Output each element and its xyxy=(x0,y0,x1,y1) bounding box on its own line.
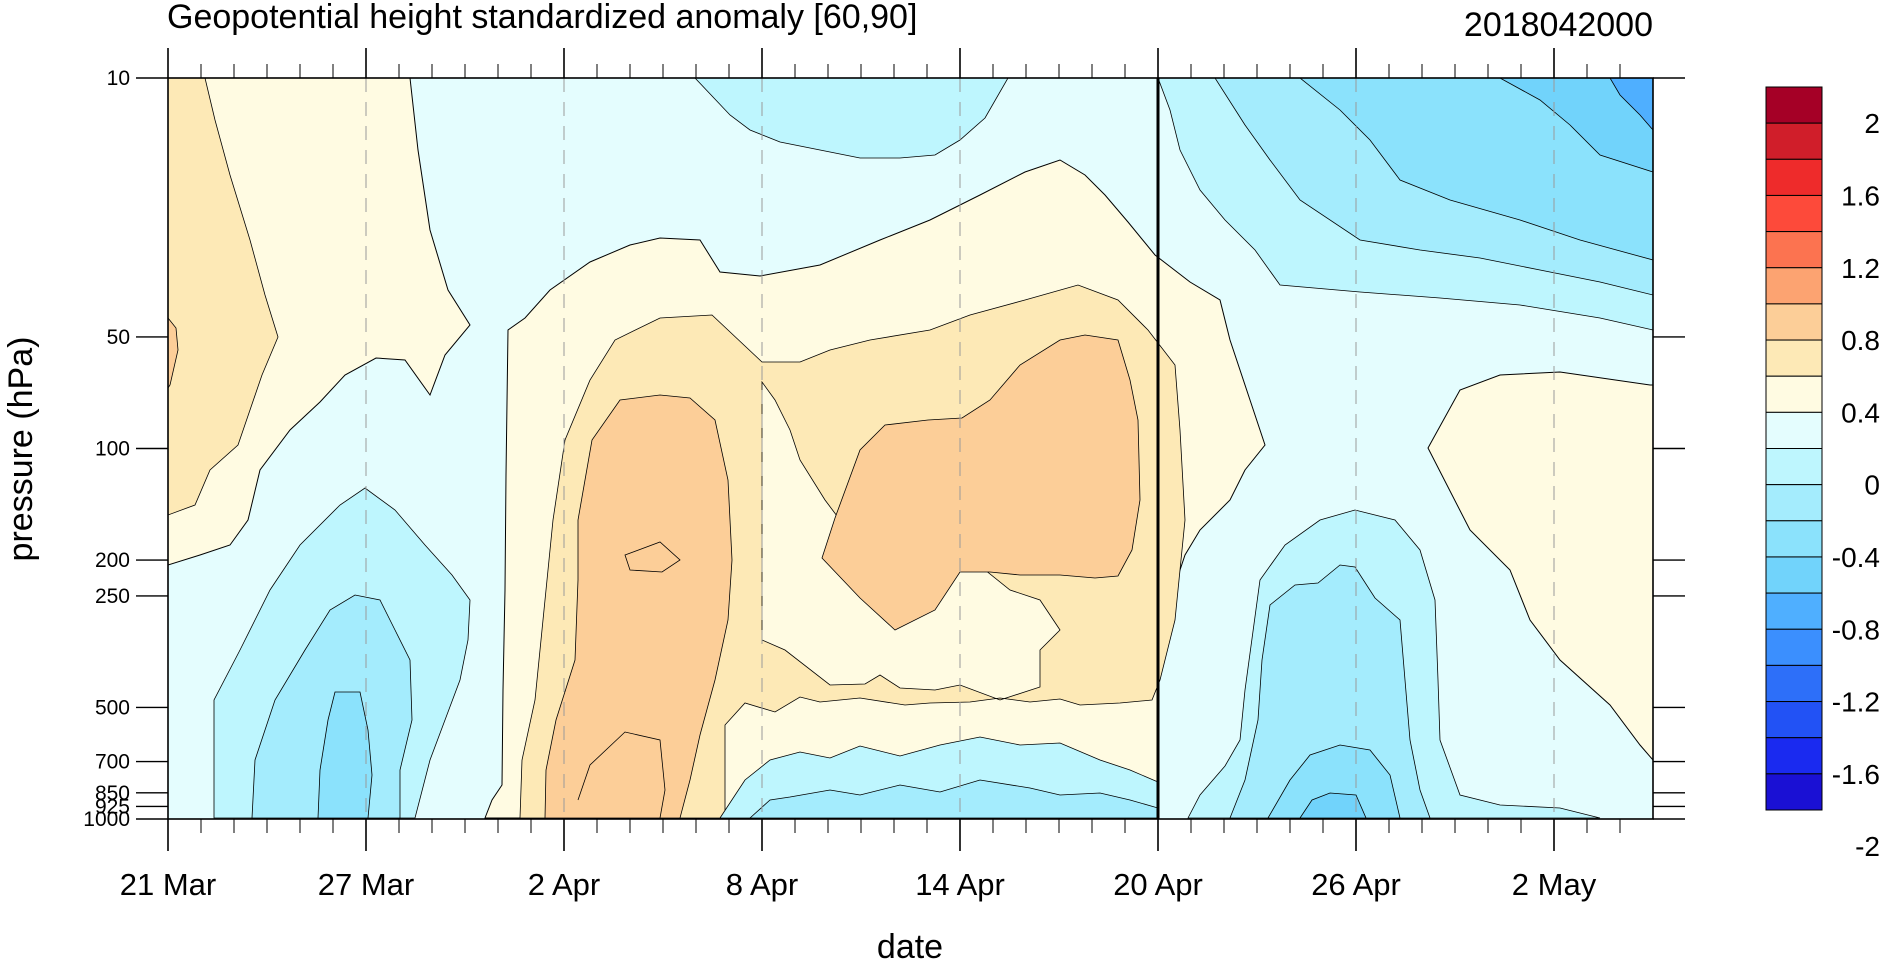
y-tick-label: 1000 xyxy=(83,808,130,831)
contour-region xyxy=(317,691,373,819)
colorbar-swatch xyxy=(1765,628,1823,666)
x-tick-label: 26 Apr xyxy=(1311,867,1401,902)
colorbar-swatch xyxy=(1765,375,1823,413)
colorbar-swatch xyxy=(1765,303,1823,341)
x-axis-ticks xyxy=(167,48,1621,851)
colorbar-label: -2 xyxy=(1855,831,1880,862)
colorbar-swatch xyxy=(1765,194,1823,233)
colorbar-label: 1.6 xyxy=(1841,180,1880,211)
x-tick-label: 8 Apr xyxy=(726,867,798,902)
y-tick-label: 50 xyxy=(107,326,130,349)
colorbar-label: 1.2 xyxy=(1841,253,1880,284)
colorbar-swatch xyxy=(1765,86,1823,124)
chart-subtitle: 2018042000 xyxy=(1464,6,1653,44)
colorbar-swatch xyxy=(1765,520,1823,558)
y-tick-label: 925 xyxy=(95,795,130,818)
colorbar-swatch xyxy=(1765,484,1823,522)
contour-region xyxy=(1267,744,1401,819)
colorbar-swatch xyxy=(1765,664,1823,703)
colorbar-swatch xyxy=(1765,158,1823,196)
contour-line xyxy=(624,541,681,573)
contour-region xyxy=(1609,78,1653,131)
y-tick-label: 200 xyxy=(95,549,130,572)
y-tick-label: 10 xyxy=(107,67,130,90)
y-tick-label: 500 xyxy=(95,696,130,719)
x-tick-label: 2 Apr xyxy=(528,867,600,902)
contour-region xyxy=(1299,792,1367,819)
colorbar-swatch xyxy=(1765,556,1823,594)
colorbar-swatch xyxy=(1765,339,1823,377)
colorbar-label: 0.4 xyxy=(1841,397,1880,428)
contour-region xyxy=(1229,564,1431,819)
colorbar-swatch xyxy=(1765,122,1823,160)
colorbar-label: 0 xyxy=(1864,470,1880,501)
x-tick-label: 27 Mar xyxy=(318,867,414,902)
y-tick-label: 100 xyxy=(95,438,130,461)
y-tick-label: 250 xyxy=(95,585,130,608)
colorbar-swatch xyxy=(1765,267,1823,305)
y-axis-ticks xyxy=(136,77,1685,820)
colorbar-swatch xyxy=(1765,411,1823,450)
colorbar: 2 1.6 1.2 0.8 0.4 0 -0.4 -0.8 -1.2 -1.6 -2 xyxy=(1765,86,1880,862)
chart-title: Geopotential height standardized anomaly… xyxy=(167,0,917,36)
contour-region xyxy=(168,78,279,516)
colorbar-swatch xyxy=(1765,773,1823,811)
colorbar-swatch xyxy=(1765,448,1823,486)
y-tick-label: 850 xyxy=(95,782,130,805)
x-axis-label: date xyxy=(877,928,943,966)
colorbar-label: -1.6 xyxy=(1832,759,1880,790)
contour-region xyxy=(168,317,179,389)
colorbar-label: 0.8 xyxy=(1841,325,1880,356)
colorbar-label: 2 xyxy=(1864,108,1880,139)
contour-region xyxy=(1499,78,1653,173)
colorbar-swatch xyxy=(1765,592,1823,630)
contour-region xyxy=(544,394,733,819)
contour-region xyxy=(1427,371,1653,761)
colorbar-swatch xyxy=(1765,737,1823,775)
x-tick-label: 21 Mar xyxy=(120,867,216,902)
contour-region xyxy=(694,78,1009,159)
contour-region xyxy=(1299,78,1653,261)
y-axis-label: pressure (hPa) xyxy=(2,337,40,562)
contour-line xyxy=(577,731,666,819)
x-tick-label: 20 Apr xyxy=(1113,867,1203,902)
colorbar-swatch xyxy=(1765,231,1823,269)
x-tick-label: 2 May xyxy=(1512,867,1597,902)
colorbar-label: -0.8 xyxy=(1832,614,1880,645)
x-tick-label: 14 Apr xyxy=(915,867,1005,902)
colorbar-swatch xyxy=(1765,701,1823,739)
contour-region xyxy=(168,78,471,566)
plot-area xyxy=(136,48,1685,851)
y-tick-label: 700 xyxy=(95,751,130,774)
contour-region xyxy=(748,779,1159,819)
colorbar-label: -0.4 xyxy=(1832,542,1880,573)
colorbar-label: -1.2 xyxy=(1832,687,1880,718)
